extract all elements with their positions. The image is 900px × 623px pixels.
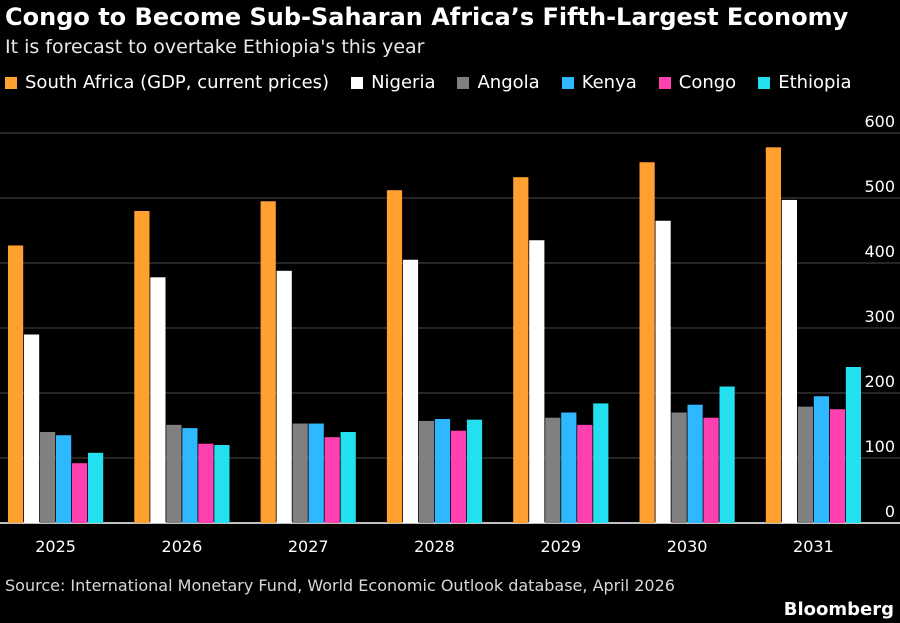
bar [545, 417, 561, 523]
bar [24, 334, 40, 523]
chart-subtitle: It is forecast to overtake Ethiopia's th… [5, 36, 425, 58]
legend-label-kenya: Kenya [581, 72, 637, 93]
bar [829, 409, 845, 523]
x-tick-label: 2025 [35, 537, 76, 556]
bar [166, 424, 182, 523]
legend-swatch-south-africa [5, 76, 17, 89]
chart-title: Congo to Become Sub-Saharan Africa’s Fif… [5, 3, 849, 31]
bar [72, 463, 88, 523]
y-tick-label: 300 [864, 307, 895, 326]
bar [386, 190, 403, 523]
legend-swatch-congo [658, 76, 671, 89]
bar [529, 240, 545, 523]
legend-item-angola: Angola [457, 72, 540, 93]
legend-label-nigeria: Nigeria [371, 72, 436, 93]
bar [466, 419, 483, 523]
bar [88, 452, 104, 523]
legend-item-south-africa: South Africa (GDP, current prices) [5, 72, 329, 93]
bar [292, 423, 308, 523]
source-note: Source: International Monetary Fund, Wor… [5, 576, 675, 595]
legend-item-nigeria: Nigeria [351, 72, 435, 93]
bar [340, 432, 356, 523]
bar [182, 428, 198, 523]
legend-item-congo: Congo [658, 72, 737, 93]
bar [797, 406, 813, 523]
legend-swatch-ethiopia [758, 76, 771, 89]
x-tick-label: 2028 [414, 537, 455, 556]
bar [8, 245, 24, 523]
legend-label-south-africa: South Africa (GDP, current prices) [25, 72, 330, 93]
y-tick-label: 0 [885, 502, 895, 521]
x-tick-label: 2031 [793, 537, 834, 556]
bar [324, 437, 340, 523]
bar [561, 412, 577, 523]
bar [150, 277, 166, 523]
legend-label-congo: Congo [678, 72, 737, 93]
bar [687, 404, 703, 523]
bar [671, 412, 687, 523]
bar [402, 259, 419, 523]
bar [593, 403, 609, 523]
bar [434, 419, 451, 523]
bar [418, 420, 435, 523]
x-tick-label: 2026 [162, 537, 203, 556]
legend: South Africa (GDP, current prices) Niger… [5, 72, 874, 93]
y-tick-label: 500 [864, 177, 895, 196]
bar [276, 270, 292, 523]
y-tick-label: 100 [864, 437, 895, 456]
bar [639, 162, 655, 523]
bar [260, 201, 276, 523]
bar [308, 423, 324, 523]
bar [577, 424, 593, 523]
x-tick-label: 2029 [540, 537, 581, 556]
bar [134, 211, 150, 523]
bar [719, 386, 735, 523]
legend-item-kenya: Kenya [561, 72, 637, 93]
bar-chart: 0 100 200 300 400 500 600 2025 2026 2027 2028 2029 2… [0, 112, 900, 556]
bloomberg-logo: Bloomberg [783, 599, 894, 620]
bar [655, 220, 671, 523]
legend-swatch-angola [457, 76, 470, 89]
bar [845, 367, 861, 523]
bar [450, 430, 467, 523]
bar [765, 147, 781, 524]
legend-swatch-nigeria [351, 76, 364, 89]
legend-label-angola: Angola [477, 72, 540, 93]
y-tick-label: 400 [864, 242, 895, 261]
bar [781, 199, 797, 523]
legend-item-ethiopia: Ethiopia [758, 72, 852, 93]
bar [214, 445, 230, 523]
bar [56, 435, 72, 523]
bar [198, 443, 214, 523]
bar [813, 396, 829, 523]
legend-swatch-kenya [561, 76, 574, 89]
x-tick-label: 2030 [667, 537, 708, 556]
y-tick-label: 600 [864, 112, 895, 131]
bar [40, 432, 56, 523]
legend-label-ethiopia: Ethiopia [778, 72, 852, 93]
x-tick-label: 2027 [288, 537, 329, 556]
y-tick-label: 200 [864, 372, 895, 391]
bar [703, 417, 719, 523]
bar [513, 177, 529, 523]
